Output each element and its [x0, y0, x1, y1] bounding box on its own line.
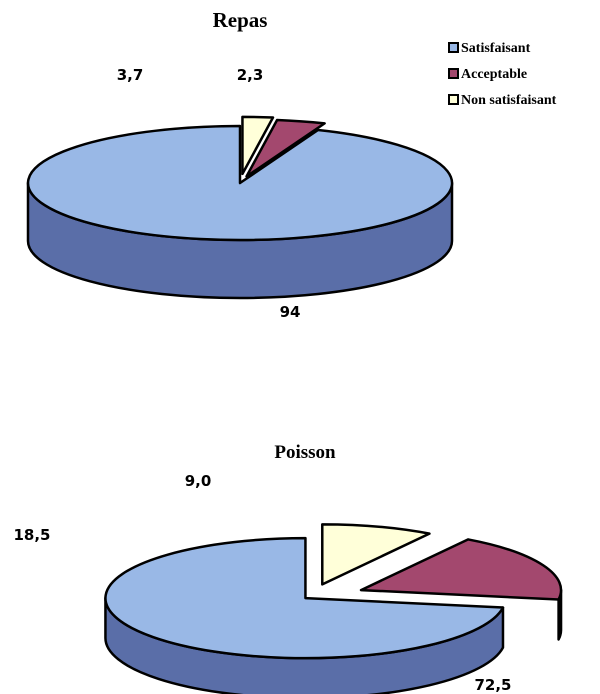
legend-swatch-acceptable	[448, 68, 459, 79]
data-label-repas-acceptable: 3,7	[117, 66, 144, 84]
legend-item-satisfaisant: Satisfaisant	[448, 41, 531, 56]
repas-slice-satisfaisant	[26, 124, 454, 242]
legend-item-non-satisfaisant: Non satisfaisant	[448, 93, 557, 108]
legend-label-acceptable: Acceptable	[461, 67, 527, 82]
legend-item-acceptable: Acceptable	[448, 67, 527, 82]
legend-label-satisfaisant: Satisfaisant	[461, 41, 531, 56]
chart-title-repas: Repas	[213, 8, 268, 32]
data-label-repas-non-satisfaisant: 2,3	[237, 66, 264, 84]
poisson-slice-non-satisfaisant	[321, 523, 431, 586]
repas-slice-non-satisfaisant	[241, 115, 275, 176]
chart-title-poisson: Poisson	[274, 442, 336, 463]
pie-chart-poisson: Poisson 9,0 18,5 72,5	[13, 442, 563, 694]
poisson-slice-satisfaisant	[104, 536, 505, 660]
data-label-repas-satisfaisant: 94	[280, 303, 301, 321]
data-label-poisson-acceptable: 18,5	[13, 526, 50, 544]
pie-chart-repas: Repas 3,7 2,3 94	[26, 8, 454, 321]
legend-swatch-non-satisfaisant	[448, 94, 459, 105]
poisson-slice-acceptable	[359, 538, 563, 601]
repas-slice-acceptable	[245, 118, 326, 178]
data-label-poisson-satisfaisant: 72,5	[474, 676, 511, 694]
data-label-poisson-non-satisfaisant: 9,0	[185, 472, 212, 490]
legend-swatch-satisfaisant	[448, 42, 459, 53]
legend-label-non-satisfaisant: Non satisfaisant	[461, 93, 557, 108]
legend: Satisfaisant Acceptable Non satisfaisant	[448, 41, 557, 108]
